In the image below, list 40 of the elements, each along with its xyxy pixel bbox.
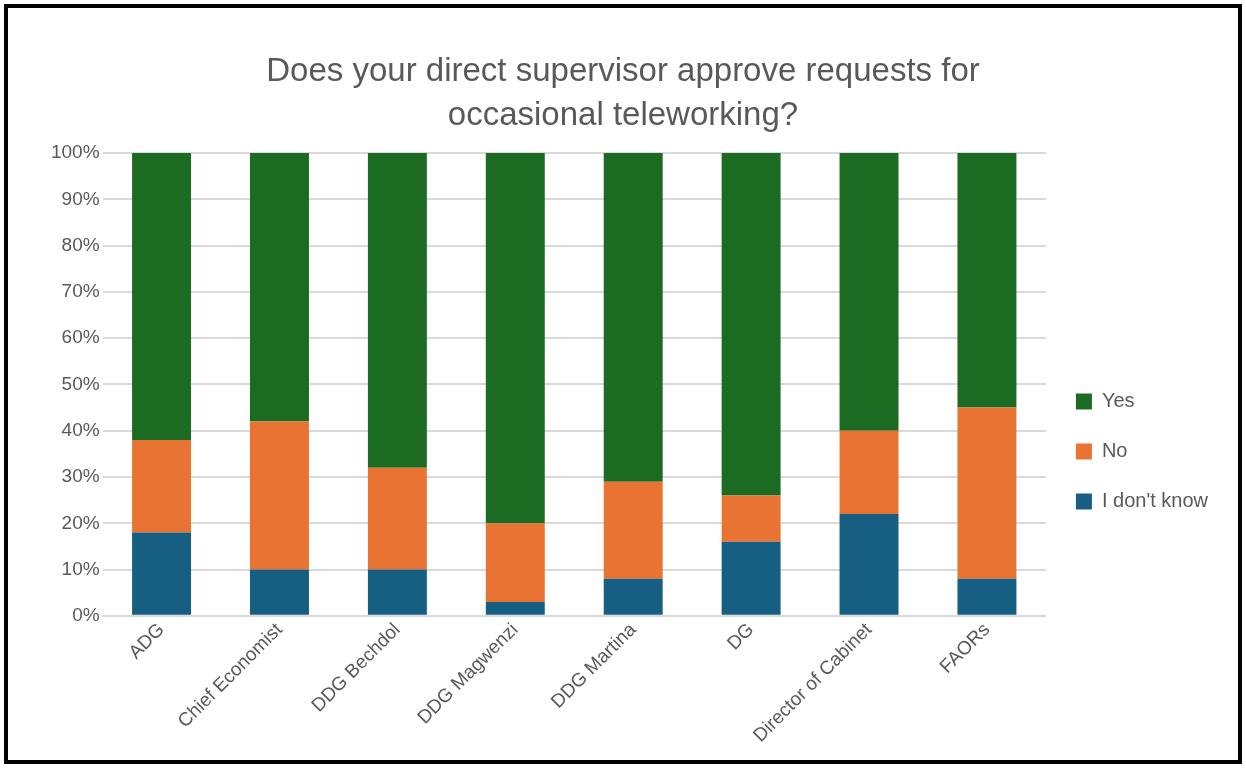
bar — [839, 153, 899, 431]
bar — [132, 153, 192, 440]
bar — [721, 495, 781, 542]
y-tick-label: 60% — [61, 326, 100, 348]
legend-label: I don't know — [1101, 489, 1209, 512]
y-tick-label: 40% — [61, 418, 100, 440]
bar — [721, 541, 781, 615]
x-tick-label: DG — [722, 618, 758, 654]
legend-label: Yes — [1101, 389, 1135, 412]
bar — [721, 153, 781, 496]
y-tick-label: 100% — [50, 141, 100, 163]
bar — [603, 578, 663, 615]
chart-title: Does your direct supervisor approve requests for occasional teleworking? — [265, 50, 981, 134]
bar — [485, 153, 545, 524]
bar — [367, 569, 427, 615]
y-tick-label: 70% — [61, 280, 100, 302]
bar — [249, 153, 309, 422]
y-tick-label: 50% — [61, 372, 100, 394]
bar — [485, 601, 545, 615]
y-tick-label: 20% — [61, 511, 100, 533]
bar — [132, 439, 192, 533]
y-tick-label: 10% — [61, 557, 100, 579]
bar — [957, 153, 1017, 408]
bar — [957, 407, 1017, 579]
bar — [485, 523, 545, 602]
bar — [367, 153, 427, 468]
bar — [839, 430, 899, 515]
y-tick-label: 80% — [61, 233, 100, 255]
bar — [249, 569, 309, 615]
bar — [839, 514, 899, 615]
legend-label: No — [1101, 439, 1128, 462]
bar — [367, 467, 427, 570]
y-tick-label: 30% — [61, 465, 100, 487]
bar — [603, 481, 663, 579]
bar — [603, 153, 663, 482]
y-tick-label: 90% — [61, 187, 100, 209]
bar — [132, 532, 192, 615]
bar — [249, 421, 309, 570]
y-tick-label: 0% — [72, 604, 100, 626]
bar — [957, 578, 1017, 615]
